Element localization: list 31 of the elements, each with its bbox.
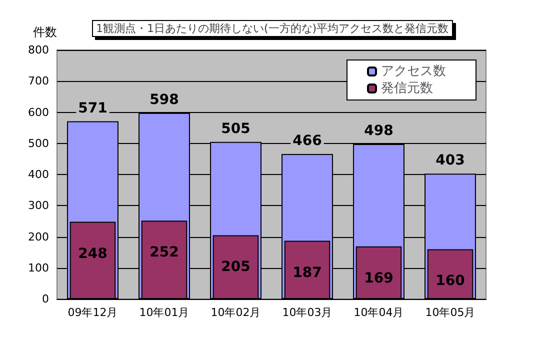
- y-tick-label: 500: [28, 136, 49, 150]
- data-label: 169: [364, 270, 394, 286]
- legend-label: アクセス数: [381, 64, 446, 79]
- y-tick-label: 0: [42, 292, 49, 306]
- x-tick-label: 10年02月: [210, 306, 261, 319]
- data-label: 598: [150, 92, 179, 108]
- chart-title: 1観測点・1日あたりの期待しない(一方的な)平均アクセス数と発信元数: [96, 22, 449, 35]
- data-label: 205: [221, 259, 250, 276]
- data-label: 252: [150, 244, 179, 261]
- x-tick-label: 10年03月: [282, 306, 332, 319]
- y-tick-label: 400: [28, 168, 49, 181]
- data-label: 403: [436, 152, 465, 169]
- data-label: 498: [364, 122, 394, 139]
- data-label: 248: [78, 246, 108, 262]
- legend-label: 発信元数: [381, 81, 433, 96]
- x-tick-label: 10年04月: [354, 306, 404, 319]
- y-tick-label: 300: [28, 199, 49, 212]
- y-tick-label: 600: [28, 106, 49, 119]
- data-label: 160: [436, 273, 466, 290]
- data-label: 505: [221, 120, 250, 137]
- y-tick-label: 700: [28, 74, 49, 88]
- data-label: 571: [78, 100, 108, 116]
- y-tick-label: 800: [28, 44, 49, 56]
- x-tick-label: 10年01月: [139, 306, 190, 319]
- x-tick-label: 09年12月: [68, 306, 118, 319]
- x-tick-label: 10年05月: [425, 306, 476, 319]
- data-label: 466: [292, 132, 322, 149]
- y-axis-title: 件数: [33, 25, 57, 39]
- data-label: 187: [292, 264, 322, 281]
- y-tick-label: 200: [28, 230, 49, 244]
- y-tick-label: 100: [28, 261, 49, 274]
